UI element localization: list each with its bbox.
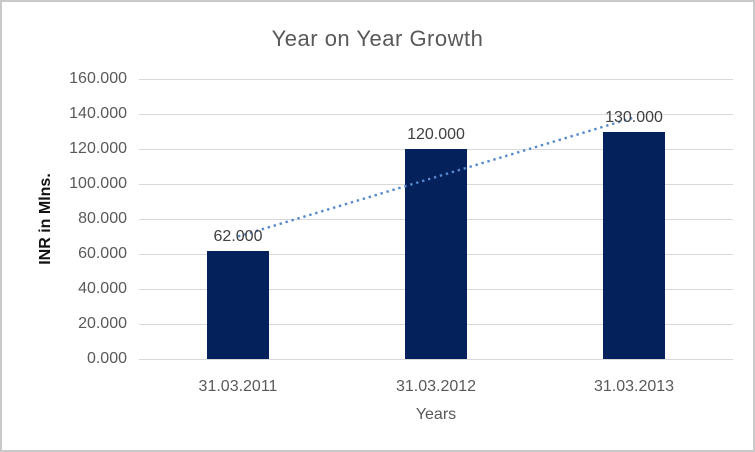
y-tick-label: 140.000 xyxy=(69,105,127,122)
y-tick-label: 60.000 xyxy=(78,245,127,262)
bar xyxy=(603,131,665,359)
trendline xyxy=(237,116,635,238)
chart-title: Year on Year Growth xyxy=(271,26,484,51)
bar-value-label: 130.000 xyxy=(605,108,663,126)
x-tick-label: 31.03.2011 xyxy=(198,378,278,395)
gridline xyxy=(139,78,733,80)
y-tick-label: 160.000 xyxy=(69,70,127,87)
y-tick-label: 100.000 xyxy=(69,175,127,192)
y-tick-label: 80.000 xyxy=(78,210,127,227)
gridline xyxy=(139,358,733,360)
y-tick-label: 40.000 xyxy=(78,280,127,297)
x-axis-title: Years xyxy=(415,406,457,423)
y-tick-label: 0.000 xyxy=(86,350,127,367)
y-tick-label: 20.000 xyxy=(78,315,127,332)
gridline xyxy=(139,113,733,115)
x-tick-label: 31.03.2013 xyxy=(593,378,675,395)
bar-value-label: 120.000 xyxy=(407,126,465,143)
x-tick-label: 31.03.2012 xyxy=(395,378,477,395)
bar xyxy=(405,149,467,359)
plot-area: 62.000 120.000 130.000 xyxy=(139,78,733,360)
bar xyxy=(207,250,269,359)
y-tick-label: 120.000 xyxy=(69,140,127,157)
bar-value-label: 62.000 xyxy=(213,227,263,245)
